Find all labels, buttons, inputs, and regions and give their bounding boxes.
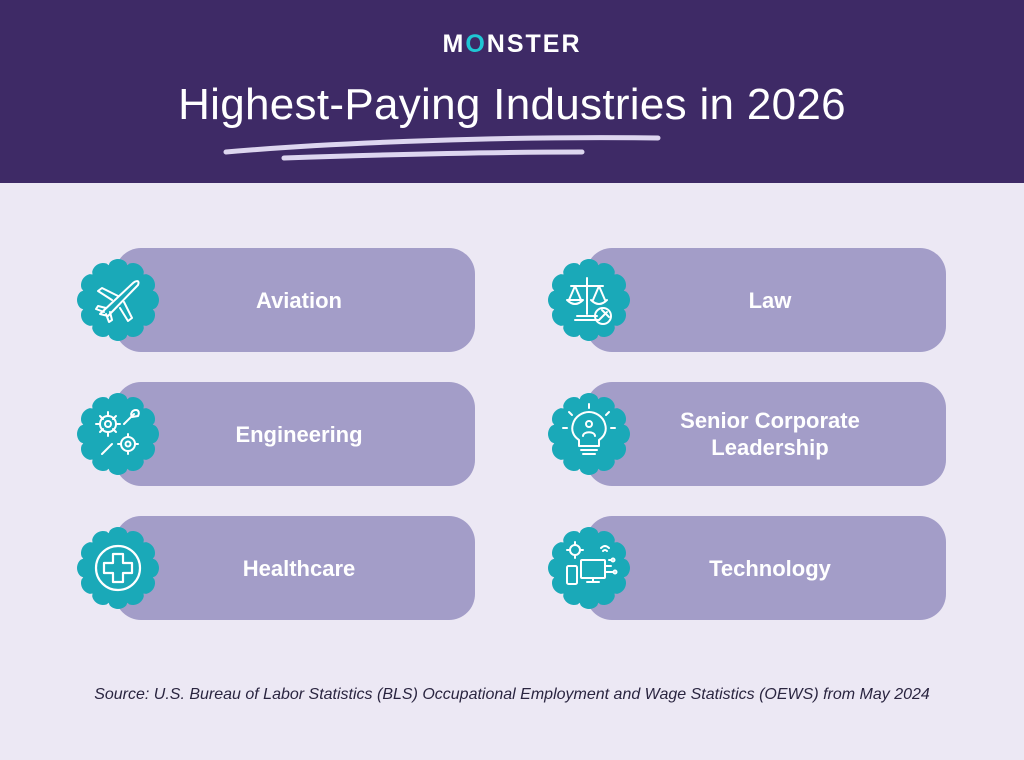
scales-of-justice-icon [547, 258, 631, 342]
industry-card-healthcare: Healthcare [115, 516, 475, 620]
medical-cross-icon [76, 526, 160, 610]
header-banner: MONSTER Highest-Paying Industries in 202… [0, 0, 1024, 183]
industry-card-senior-corporate-leadership: Senior Corporate Leadership [586, 382, 946, 486]
industry-label: Law [748, 287, 792, 313]
devices-network-icon [547, 526, 631, 610]
industry-label: Engineering [235, 421, 363, 447]
title-underline-decoration [223, 135, 661, 161]
industry-label: Senior Corporate Leadership [680, 408, 860, 460]
industry-label: Healthcare [242, 555, 356, 581]
industry-card-technology: Technology [586, 516, 946, 620]
lightbulb-person-icon [547, 392, 631, 476]
industry-label: Aviation [256, 287, 342, 313]
page-title: Highest-Paying Industries in 2026 [178, 80, 846, 129]
industry-card-law: Law [586, 248, 946, 352]
source-footnote: Source: U.S. Bureau of Labor Statistics … [94, 686, 930, 703]
gear-wrench-icon [76, 392, 160, 476]
monster-logo: MONSTER [442, 30, 582, 58]
industry-card-engineering: Engineering [115, 382, 475, 486]
industry-label: Technology [709, 555, 831, 581]
industry-card-aviation: Aviation [115, 248, 475, 352]
airplane-icon [76, 258, 160, 342]
